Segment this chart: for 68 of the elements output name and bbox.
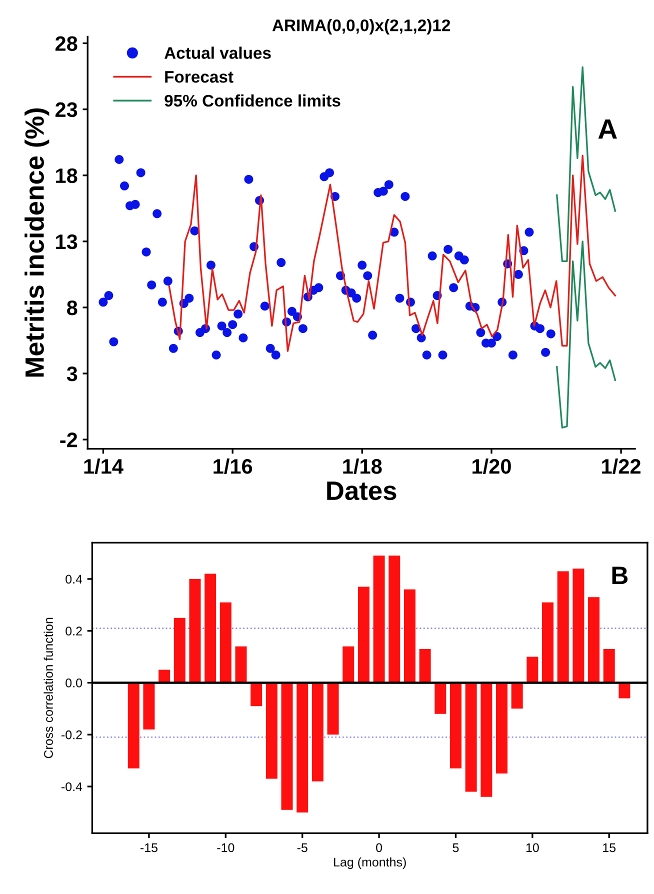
y-tick-label: 18 (56, 168, 78, 184)
bar (358, 586, 370, 683)
y-tick-label: 3 (66, 366, 78, 382)
x-tick-label: 1/20 (472, 458, 511, 474)
x-tick-label: 1/18 (343, 458, 382, 474)
x-tick-label: 15 (603, 843, 616, 852)
y-tick-label: 23 (55, 102, 78, 118)
bar (312, 682, 324, 782)
bar (204, 574, 216, 683)
bar (480, 682, 492, 797)
x-tick-label: 0 (376, 843, 382, 852)
legend-label: Forecast (165, 71, 234, 83)
bar (465, 682, 477, 792)
chart-title: ARIMA(0,0,0)x(2,1,2)12 (272, 19, 450, 35)
y-tick-label: -0.2 (62, 730, 82, 740)
annotation: A (598, 120, 617, 139)
bar (250, 682, 262, 706)
bar (603, 649, 615, 683)
bar (296, 682, 308, 812)
x-tick-label: 1/16 (214, 458, 252, 474)
bar (266, 682, 278, 779)
y-tick-label: -2 (60, 432, 78, 448)
y-tick-label: 0.2 (66, 626, 82, 636)
line-series (556, 240, 616, 428)
y-tick-label: 28 (55, 36, 78, 52)
bar (174, 618, 186, 683)
bar (526, 656, 538, 683)
y-tick-label: -0.4 (62, 782, 82, 792)
bar (189, 578, 201, 683)
bar (373, 556, 385, 683)
bar (281, 682, 293, 810)
bar (404, 589, 416, 683)
y-axis-title: Cross correlation function (44, 618, 53, 758)
y-tick-label: 0.0 (66, 678, 82, 688)
bar (143, 682, 155, 730)
x-tick-label: 1/22 (602, 458, 640, 474)
y-tick-label: 13 (56, 234, 78, 250)
bar (342, 646, 354, 683)
bar (618, 682, 630, 698)
x-tick-label: -10 (217, 843, 234, 852)
y-axis-title: Metritis incidence (%) (24, 108, 50, 377)
bar (388, 556, 400, 683)
y-tick-label: 8 (66, 300, 78, 316)
bar (496, 682, 508, 774)
legend-label: Actual values (164, 46, 271, 59)
x-tick-label: -5 (297, 843, 308, 852)
bar (557, 571, 569, 683)
x-axis-title: Dates (327, 482, 396, 500)
bar (434, 682, 446, 714)
bar (450, 682, 462, 768)
y-tick-label: 0.4 (66, 574, 82, 584)
legend-label: 95% Confidence limits (164, 94, 340, 107)
x-tick-label: 10 (526, 843, 539, 852)
x-tick-label: 5 (452, 843, 459, 852)
bar (327, 682, 339, 735)
bar (542, 602, 554, 683)
bar (419, 649, 431, 683)
x-tick-label: -15 (140, 843, 158, 852)
bar (220, 602, 232, 683)
bar (588, 597, 600, 683)
bar (128, 682, 140, 768)
bar (235, 646, 247, 683)
line-series (556, 66, 616, 262)
bar (572, 568, 584, 683)
x-axis-title: Lag (months) (334, 857, 406, 870)
annotation: B (612, 566, 628, 584)
x-tick-label: 1/14 (84, 458, 124, 474)
bar (511, 682, 523, 709)
